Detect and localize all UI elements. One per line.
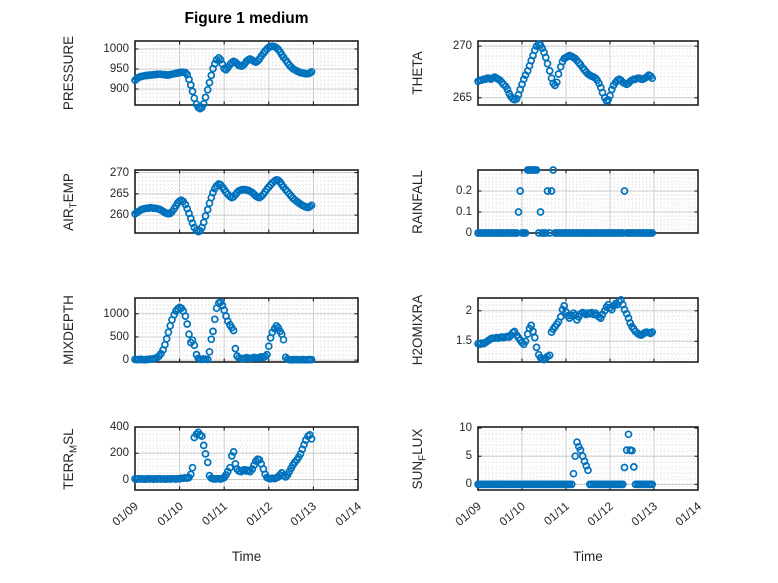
y-axis-label: THETA [408, 13, 428, 133]
plot-area [131, 426, 359, 491]
scatter-markers [474, 430, 657, 489]
y-tick-label: 5 [465, 450, 472, 463]
y-tick-label: 270 [109, 166, 129, 179]
y-tick-label: 265 [109, 187, 129, 200]
y-tick-label: 950 [109, 63, 129, 75]
y-tick-label: 260 [109, 209, 129, 222]
y-axis-label: MIXDEPTH [59, 270, 79, 390]
y-axis-label-subscript: T [68, 201, 80, 208]
plot-area [474, 40, 699, 106]
y-axis-label-subscript: M [68, 444, 80, 453]
y-tick-label: 270 [452, 40, 472, 53]
plot-area [131, 169, 359, 236]
y-axis-label: PRESSURE [59, 13, 79, 133]
y-axis-label-text: SUN [410, 460, 425, 489]
y-tick-label: 0 [122, 473, 129, 486]
y-tick-label: 0 [122, 354, 129, 367]
y-axis-label-text: EMP [61, 172, 76, 202]
y-axis-label-text: H2OMIXRA [410, 294, 425, 366]
y-tick-label: 500 [109, 330, 129, 343]
y-axis-label-text: THETA [410, 51, 425, 95]
y-tick-label: 0 [465, 478, 472, 491]
y-axis-label-text: MIXDEPTH [61, 295, 76, 365]
y-tick-label: 2 [465, 304, 472, 317]
scatter-markers [474, 40, 657, 105]
scatter-markers [474, 295, 657, 364]
y-axis-label-text: PRESSURE [61, 35, 76, 111]
y-axis-label: RAINFALL [408, 142, 428, 262]
y-axis-label: H2OMIXRA [408, 270, 428, 390]
y-axis-label-text: AIR [61, 207, 76, 231]
plot-area [131, 297, 359, 364]
x-axis-label-left: Time [231, 549, 262, 564]
y-axis-label-text: SL [61, 427, 76, 445]
plot-area [474, 166, 699, 237]
y-tick-label: 0.1 [456, 206, 472, 218]
figure-title: Figure 1 medium [184, 10, 309, 27]
y-axis-label-text: TERR [61, 452, 76, 490]
scatter-markers [131, 175, 316, 236]
plot-area [474, 295, 699, 364]
y-tick-label: 900 [109, 83, 129, 95]
y-tick-label: 0 [465, 227, 472, 239]
y-tick-label: 1000 [103, 43, 129, 55]
scatter-markers [474, 166, 657, 237]
x-axis-label-right: Time [573, 549, 603, 564]
y-axis-label: AIRTEMP [59, 142, 80, 262]
y-axis-label-text: LUX [410, 428, 425, 455]
y-tick-label: 10 [459, 422, 472, 435]
y-axis-label: SUNFLUX [408, 399, 429, 519]
scatter-markers [131, 42, 316, 113]
y-axis-label-text: RAINFALL [410, 169, 425, 234]
scatter-markers [131, 428, 316, 483]
y-axis-label: TERRMSL [59, 399, 80, 519]
y-tick-label: 1.5 [456, 335, 472, 348]
y-tick-label: 265 [452, 91, 472, 104]
plot-area [131, 40, 359, 113]
y-tick-label: 0.2 [456, 185, 472, 197]
plot-area [474, 426, 699, 491]
y-tick-label: 1000 [103, 307, 129, 320]
y-tick-label: 200 [109, 447, 129, 460]
scatter-markers [131, 298, 316, 364]
y-tick-label: 400 [109, 421, 129, 433]
